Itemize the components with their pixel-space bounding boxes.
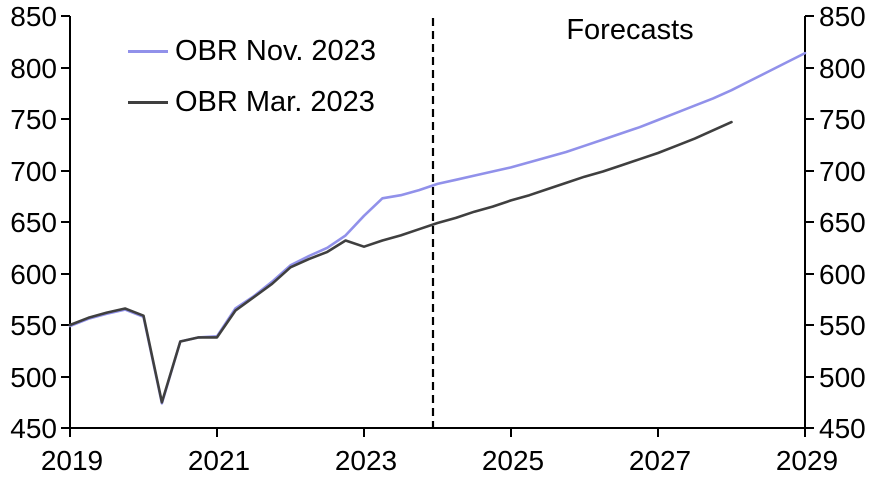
chart-legend: OBR Nov. 2023 OBR Mar. 2023 (128, 34, 376, 136)
y-axis-left-tick-label: 600 (10, 259, 57, 290)
x-axis-tick-label: 2029 (776, 445, 838, 476)
y-axis-left-tick-label: 450 (10, 413, 57, 444)
forecasts-annotation: Forecasts (566, 14, 694, 46)
legend-item-obr-nov-2023: OBR Nov. 2023 (128, 34, 376, 68)
y-axis-left-tick-label: 650 (10, 207, 57, 238)
x-axis-tick-label: 2025 (482, 445, 544, 476)
x-axis-tick-label: 2023 (335, 445, 397, 476)
y-axis-right-tick-label: 600 (819, 259, 866, 290)
legend-label-obr-nov-2023: OBR Nov. 2023 (175, 35, 376, 67)
legend-line-swatch-mar (128, 100, 168, 104)
y-axis-left-tick-label: 550 (10, 310, 57, 341)
y-axis-right-tick-label: 750 (819, 104, 866, 135)
legend-item-obr-mar-2023: OBR Mar. 2023 (128, 85, 376, 119)
y-axis-right-tick-label: 500 (819, 362, 866, 393)
legend-label-obr-mar-2023: OBR Mar. 2023 (175, 86, 375, 118)
y-axis-left-tick-label: 850 (10, 1, 57, 32)
y-axis-right-tick-label: 800 (819, 53, 866, 84)
y-axis-left-tick-label: 750 (10, 104, 57, 135)
x-axis-tick-label: 2019 (41, 445, 103, 476)
y-axis-left-tick-label: 500 (10, 362, 57, 393)
x-axis-tick-label: 2027 (629, 445, 691, 476)
y-axis-right-tick-label: 550 (819, 310, 866, 341)
y-axis-right-tick-label: 700 (819, 156, 866, 187)
y-axis-right-tick-label: 650 (819, 207, 866, 238)
y-axis-left-tick-label: 800 (10, 53, 57, 84)
y-axis-left-tick-label: 700 (10, 156, 57, 187)
legend-line-swatch-nov (128, 49, 168, 53)
y-axis-right-tick-label: 450 (819, 413, 866, 444)
y-axis-right-tick-label: 850 (819, 1, 866, 32)
x-axis-tick-label: 2021 (188, 445, 250, 476)
series-line-obr-mar-2023 (68, 120, 733, 404)
